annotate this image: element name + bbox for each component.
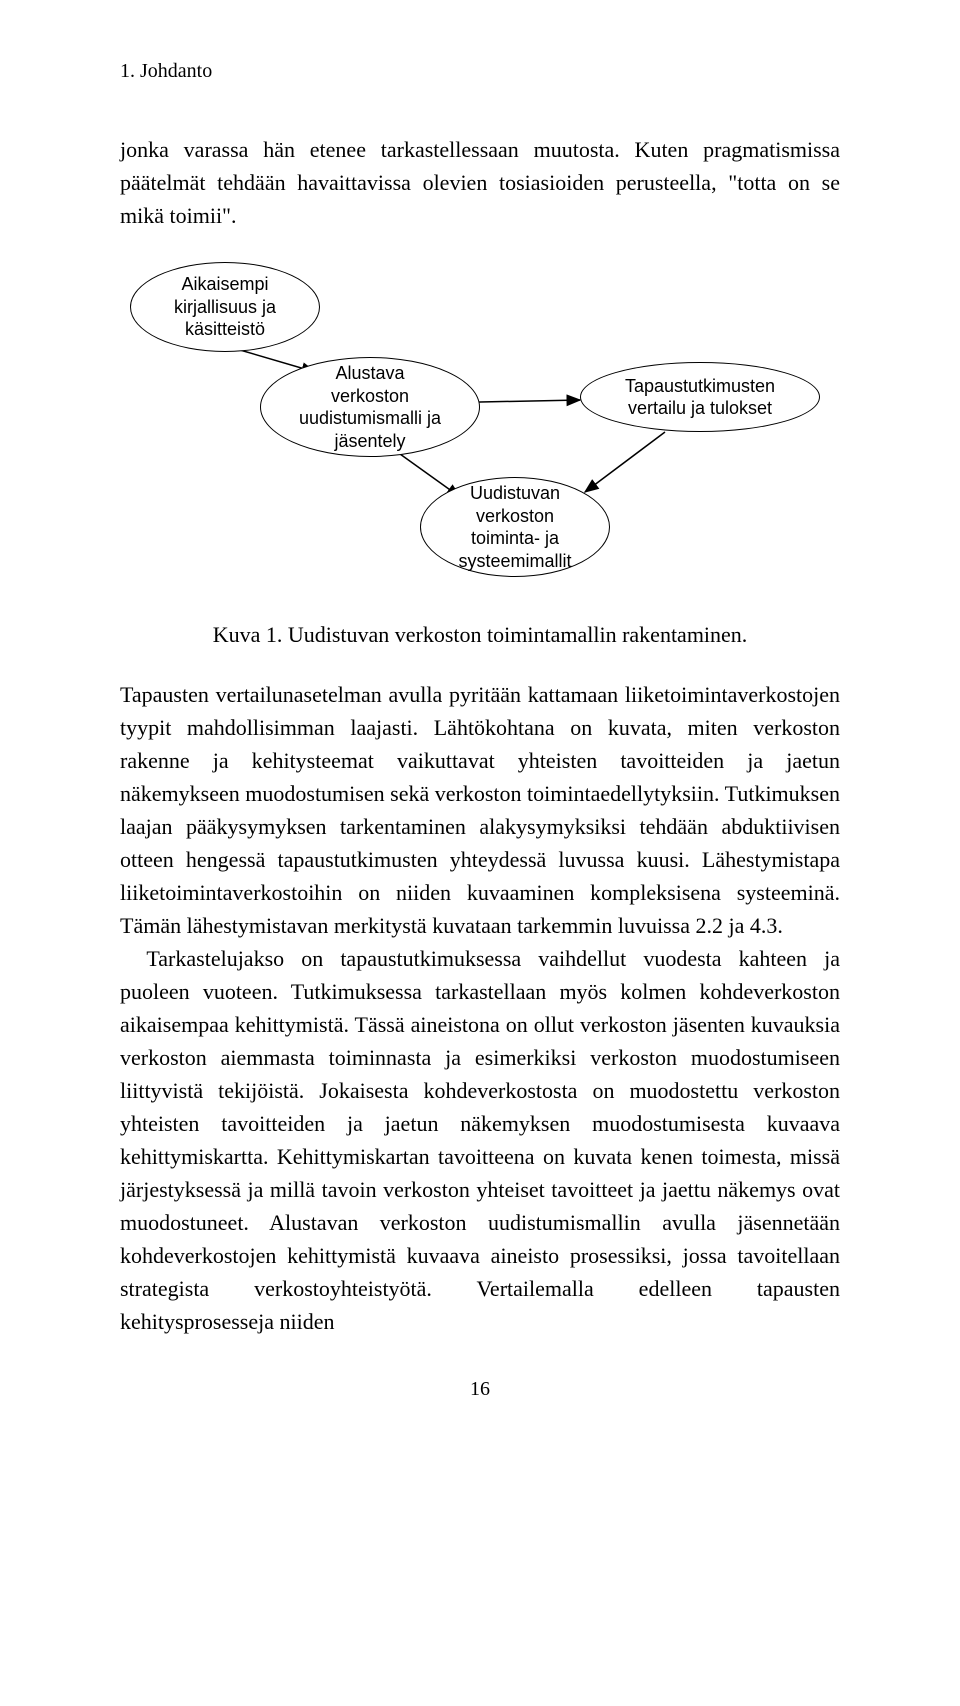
node-label: Tapaustutkimustenvertailu ja tulokset [625,375,775,420]
paragraph-1: Tapausten vertailunasetelman avulla pyri… [120,678,840,942]
node-alustava: Alustavaverkostonuudistumismalli jajäsen… [260,357,480,457]
node-aikaisempi: Aikaisempikirjallisuus jakäsitteistö [130,262,320,352]
node-tapaustutkimusten: Tapaustutkimustenvertailu ja tulokset [580,362,820,432]
flowchart-diagram: Aikaisempikirjallisuus jakäsitteistö Alu… [120,262,840,602]
node-uudistuvan: Uudistuvanverkostontoiminta- jasysteemim… [420,477,610,577]
node-label: Aikaisempikirjallisuus jakäsitteistö [174,273,276,341]
body-text: Tapausten vertailunasetelman avulla pyri… [120,678,840,1338]
node-label: Uudistuvanverkostontoiminta- jasysteemim… [458,482,571,572]
intro-paragraph: jonka varassa hän etenee tarkastellessaa… [120,133,840,232]
paragraph-2: Tarkastelujakso on tapaustutkimuksessa v… [120,942,840,1338]
page-number: 16 [120,1378,840,1401]
node-label: Alustavaverkostonuudistumismalli jajäsen… [299,362,441,452]
section-header: 1. Johdanto [120,60,840,83]
figure-caption: Kuva 1. Uudistuvan verkoston toimintamal… [120,622,840,648]
